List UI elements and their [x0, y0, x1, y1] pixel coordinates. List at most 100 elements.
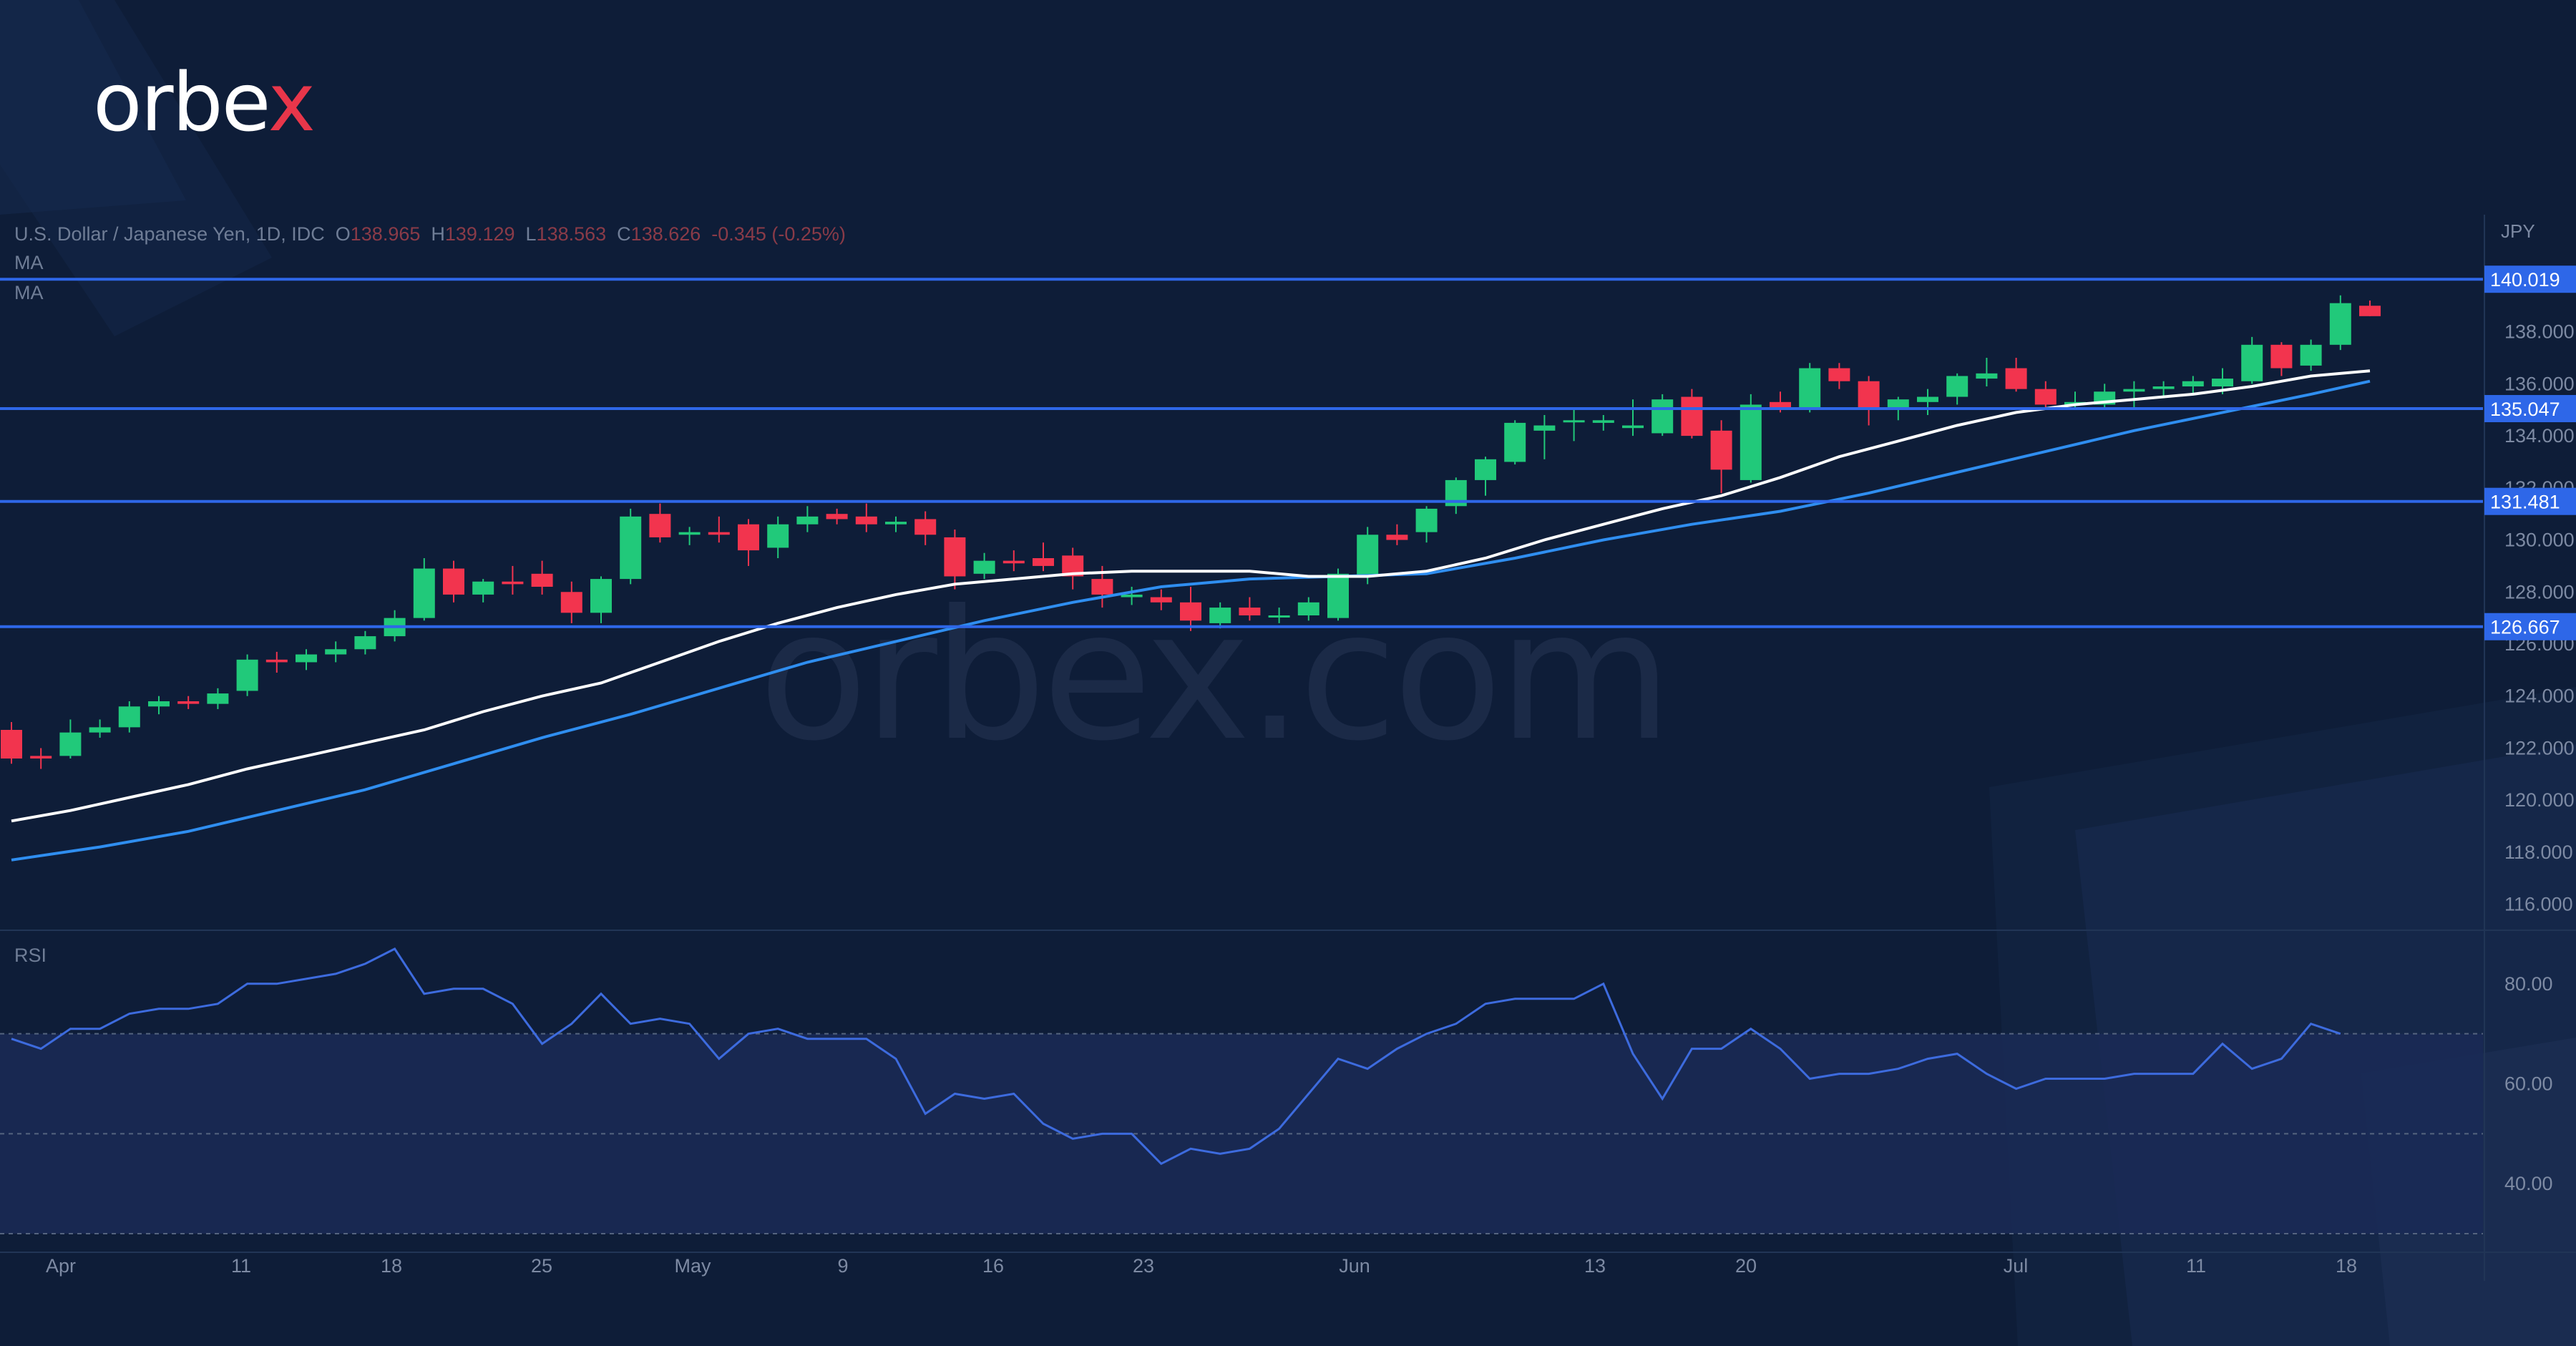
ma-slow-line [11, 379, 2371, 862]
x-tick-label: Jun [1339, 1255, 1370, 1277]
candle [148, 696, 170, 715]
candle-body [118, 706, 140, 728]
level-tag-label: 126.667 [2490, 617, 2560, 638]
candle [914, 511, 937, 545]
candle [1652, 394, 1674, 437]
candle [296, 649, 317, 670]
candle [2270, 342, 2293, 376]
price-tick-label: 118.000 [2504, 842, 2573, 863]
candle [1180, 587, 1201, 631]
candle-body [2270, 344, 2293, 369]
candle [1740, 394, 1762, 483]
candle-body [443, 568, 464, 595]
candle-body [1652, 399, 1674, 434]
candle-body [560, 592, 582, 613]
candle [118, 701, 140, 733]
candle [1386, 524, 1408, 545]
candle [1504, 420, 1526, 465]
candle [1033, 542, 1054, 572]
candle-body [502, 581, 524, 585]
x-tick-label: 13 [1584, 1255, 1606, 1277]
candle-body [1533, 425, 1556, 431]
rsi-tick-label: 40.00 [2504, 1173, 2553, 1194]
candle [1592, 415, 1614, 431]
candle [413, 558, 435, 621]
candle [59, 719, 82, 759]
candle [973, 552, 995, 580]
close-value: 138.626 [630, 223, 701, 245]
candle-body [885, 522, 907, 525]
candle [207, 688, 229, 709]
candle-body [649, 514, 671, 537]
candle-body [1770, 401, 1791, 408]
price-tick-label: 136.000 [2504, 373, 2575, 394]
candle [2182, 376, 2204, 394]
x-tick-label: May [674, 1255, 711, 1277]
x-tick-label: 11 [2186, 1255, 2206, 1277]
candle [1475, 457, 1496, 496]
candle [1062, 547, 1084, 590]
candle-body [973, 560, 995, 574]
candle-body [59, 732, 82, 756]
candle [1002, 550, 1025, 572]
candle [885, 516, 907, 532]
candle-body [944, 537, 966, 577]
candle [649, 503, 671, 543]
candle-body [296, 654, 317, 663]
candle-body [325, 649, 347, 655]
rsi-line [11, 947, 2341, 1166]
candle [2005, 358, 2027, 392]
candle [1828, 363, 1850, 389]
candle [678, 527, 701, 545]
candle-body [738, 524, 759, 551]
price-tick-label: 122.000 [2504, 737, 2575, 759]
ma-fast-label: MA [14, 252, 44, 273]
candle [944, 530, 966, 590]
candle-body [1799, 368, 1821, 410]
candle-body [2034, 389, 2057, 405]
candle [1415, 506, 1438, 543]
candle [1681, 389, 1703, 439]
candle [1268, 608, 1290, 623]
candle-body [207, 693, 229, 704]
candle-body [1091, 579, 1113, 595]
candle-body [1592, 420, 1614, 423]
rsi-tick-label: 80.00 [2504, 973, 2553, 995]
candle [354, 630, 376, 655]
low-value: 138.563 [536, 223, 607, 245]
candle [590, 576, 612, 623]
candle [1, 722, 22, 764]
candle-body [1150, 597, 1172, 603]
candle-body [678, 532, 701, 535]
open-label: O [335, 223, 351, 245]
candle-body [1681, 396, 1703, 437]
candle-body [1740, 404, 1762, 480]
candle [1297, 597, 1319, 621]
candle-body [1858, 381, 1880, 410]
candle [560, 581, 582, 623]
level-tag [2484, 265, 2576, 293]
open-value: 138.965 [350, 223, 421, 245]
candle-body [1033, 558, 1054, 566]
candle-body [472, 581, 494, 595]
x-tick-label: Apr [46, 1255, 76, 1277]
candle [472, 579, 494, 603]
candle [708, 516, 730, 543]
candle-body [2005, 368, 2027, 389]
candle [1799, 363, 1821, 413]
candle-body [2300, 344, 2322, 366]
candle-body [89, 727, 111, 733]
candle-body [354, 636, 376, 650]
candle-body [1622, 425, 1644, 429]
ma-fast-line [11, 369, 2371, 823]
candle [2329, 295, 2351, 351]
candle [502, 565, 524, 595]
level-tag-label: 140.019 [2490, 269, 2560, 291]
price-tick-label: 130.000 [2504, 530, 2575, 551]
change-value: -0.345 (-0.25%) [711, 223, 846, 245]
close-label: C [617, 223, 631, 245]
candle-body [2241, 344, 2263, 381]
candle [2359, 301, 2381, 316]
candle [177, 696, 200, 709]
